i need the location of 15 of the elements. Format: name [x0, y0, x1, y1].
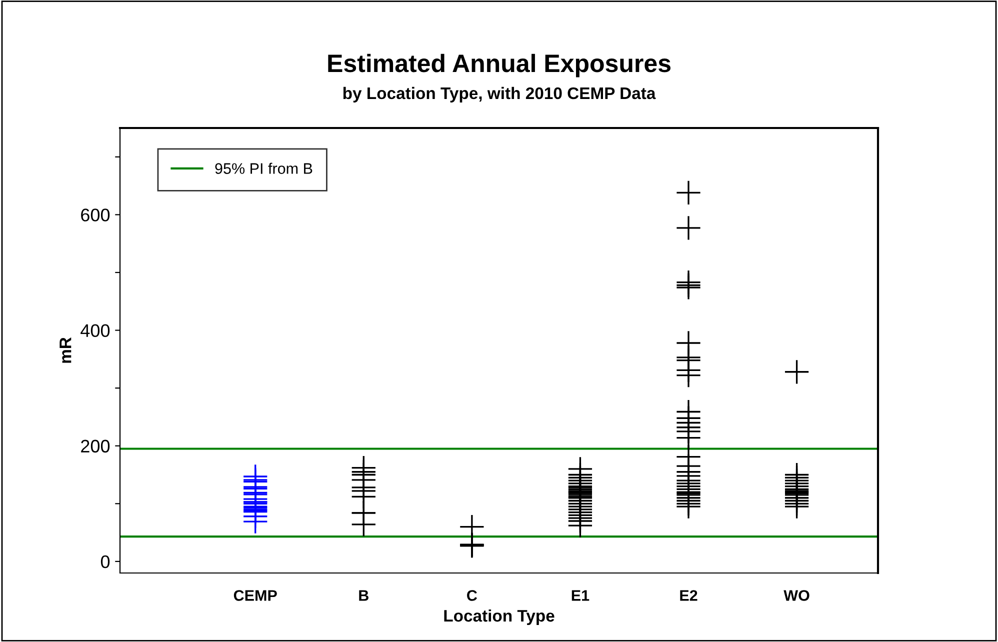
legend-label: 95% PI from B: [215, 162, 312, 174]
x-tick-label: WO: [784, 590, 810, 601]
x-tick-label: E1: [572, 590, 590, 601]
chart-title: Estimated Annual Exposures: [328, 54, 670, 78]
y-axis-title: mR: [60, 337, 72, 363]
y-tick-label: 400: [80, 324, 110, 337]
x-axis-title: Location Type: [444, 609, 554, 625]
x-tick-label: B: [359, 590, 368, 601]
x-tick-label: C: [467, 590, 478, 601]
y-tick-label: 200: [81, 440, 110, 453]
x-tick-label: CEMP: [234, 590, 277, 601]
x-tick-label: E2: [680, 590, 698, 601]
y-tick-label: 600: [81, 208, 110, 222]
y-tick-label: 0: [100, 555, 110, 568]
chart-subtitle: by Location Type, with 2010 CEMP Data: [343, 86, 656, 102]
